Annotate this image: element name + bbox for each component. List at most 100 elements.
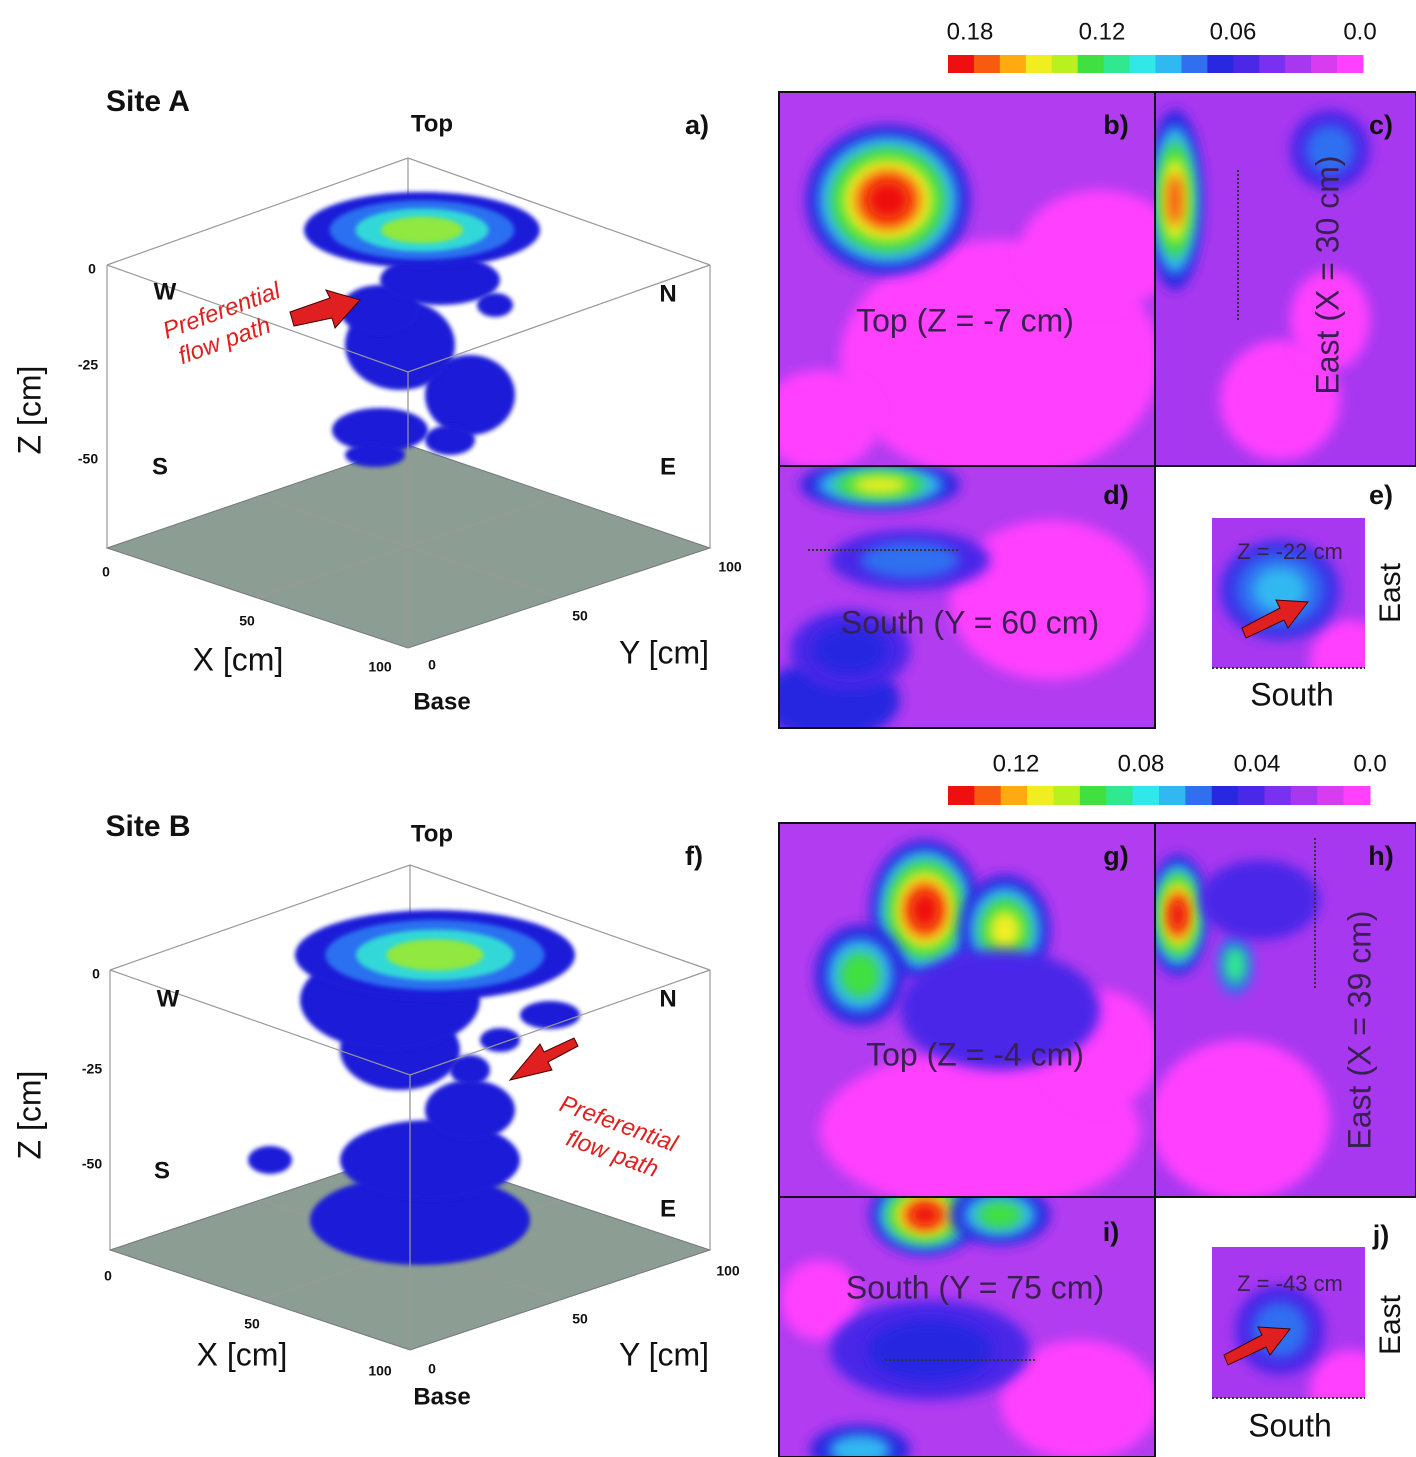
y-axis-label: Y [cm]: [619, 1336, 709, 1372]
colorbar-tick: 0.06: [1210, 18, 1257, 45]
colorbar-cell: [1025, 55, 1053, 73]
heat-patch: [1310, 620, 1365, 668]
direction: E: [660, 453, 676, 480]
colorbar-cell: [1317, 786, 1345, 805]
heat-patch: [1000, 1340, 1155, 1457]
heat-patch: [1220, 340, 1340, 460]
colorbar-cell: [1027, 786, 1054, 805]
x-tick: 100: [368, 659, 392, 675]
z-tick: 0: [88, 261, 96, 277]
panel-label: i): [1103, 1217, 1120, 1247]
y-tick: 50: [572, 1311, 588, 1327]
frame: [1154, 91, 1416, 467]
heat-patch: [950, 520, 1150, 680]
colorbar: [948, 55, 1364, 73]
heat-blob: [1305, 125, 1355, 175]
panel-label: j): [1372, 1220, 1390, 1250]
site-title: Site B: [105, 810, 190, 843]
direction: E: [660, 1195, 676, 1222]
heat-patch: [1020, 190, 1155, 310]
plume-part: [520, 1001, 580, 1029]
colorbar-cell: [1051, 55, 1079, 73]
colorbar-cell: [948, 55, 975, 73]
colorbar: [948, 786, 1371, 805]
y-tick: 100: [718, 559, 742, 575]
heat-blob: [860, 541, 960, 579]
heat-blob: [813, 625, 887, 675]
frame: [1154, 822, 1416, 1198]
y-tick: 0: [428, 657, 436, 673]
plume-part: [450, 1055, 490, 1085]
colorbar-tick: 0.08: [1118, 750, 1165, 777]
colorbar-cell: [1311, 55, 1338, 73]
top-label: Top: [411, 110, 453, 137]
x-axis-label: X [cm]: [197, 1336, 288, 1372]
colorbar-cell: [1181, 55, 1208, 73]
heat-blob: [1200, 860, 1320, 940]
heat-map: [1212, 1247, 1365, 1398]
colorbar-cell: [1053, 786, 1081, 805]
colorbar-cell: [1000, 786, 1028, 805]
heat-blob: [852, 476, 908, 494]
x-tick: 100: [368, 1363, 392, 1379]
heat-blob: [900, 950, 1100, 1070]
colorbar-tick: 0.04: [1234, 750, 1281, 777]
direction: W: [154, 278, 177, 305]
heat-blob: [989, 910, 1021, 950]
colorbar-cell: [1185, 786, 1213, 805]
heat-blob: [380, 216, 464, 244]
arrow: [1223, 1326, 1291, 1366]
colorbar-cell: [1259, 55, 1286, 73]
plume: [248, 910, 580, 1265]
colorbar-cell: [973, 55, 1001, 73]
section-lines: [808, 170, 1365, 1399]
plume: [304, 192, 540, 467]
plume-part: [345, 443, 405, 467]
colorbar-cell: [948, 786, 975, 805]
colorbar-cell: [1343, 786, 1371, 805]
direction: S: [152, 453, 168, 480]
panel-label: g): [1103, 841, 1128, 871]
top-label: Top: [411, 820, 453, 847]
y-tick: 50: [572, 608, 588, 624]
arrow: [289, 289, 361, 329]
heat-map: [1155, 823, 1416, 1197]
arrow: [508, 1037, 579, 1081]
colorbar-cell: [1106, 786, 1134, 805]
colorbar-tick: 0.12: [1079, 18, 1126, 45]
plume-part: [340, 1120, 520, 1200]
slice-label: Top (Z = -7 cm): [856, 302, 1074, 338]
panel-label: h): [1368, 841, 1393, 871]
slice-label: Top (Z = -4 cm): [866, 1036, 1084, 1072]
y-tick: 100: [716, 1263, 740, 1279]
heat-blob: [829, 1434, 891, 1457]
heat-patch: [780, 1260, 860, 1340]
colorbar-cell: [1207, 55, 1234, 73]
block-3d: [105, 157, 712, 649]
base-label: Base: [413, 1383, 470, 1410]
panel-label: f): [685, 841, 703, 871]
heat-patch: [1155, 1040, 1330, 1197]
panel-frames: [778, 91, 1416, 1457]
slice-maps: [779, 92, 1416, 1457]
x-tick: 50: [244, 1316, 260, 1332]
slice-label: South (Y = 75 cm): [846, 1269, 1104, 1305]
plume-part: [310, 1175, 530, 1265]
colorbar-cell: [999, 55, 1027, 73]
colorbar-cell: [974, 786, 1002, 805]
slice-label: South (Y = 60 cm): [841, 604, 1099, 640]
heat-blob: [977, 1201, 1023, 1229]
heat-patch: [1290, 270, 1370, 370]
panel-label: a): [685, 110, 709, 140]
colorbar-cell: [1159, 786, 1186, 805]
heat-patch: [779, 370, 880, 466]
heat-map: [1155, 92, 1416, 466]
heat-map: [779, 823, 1155, 1197]
direction: W: [157, 985, 180, 1012]
direction: N: [659, 280, 676, 307]
colorbar-cell: [1077, 55, 1105, 73]
y-axis-label: Y [cm]: [619, 634, 709, 670]
colorbar-cell: [1155, 55, 1182, 73]
z-tick: -25: [78, 357, 98, 373]
side-label: East: [1374, 1294, 1407, 1355]
